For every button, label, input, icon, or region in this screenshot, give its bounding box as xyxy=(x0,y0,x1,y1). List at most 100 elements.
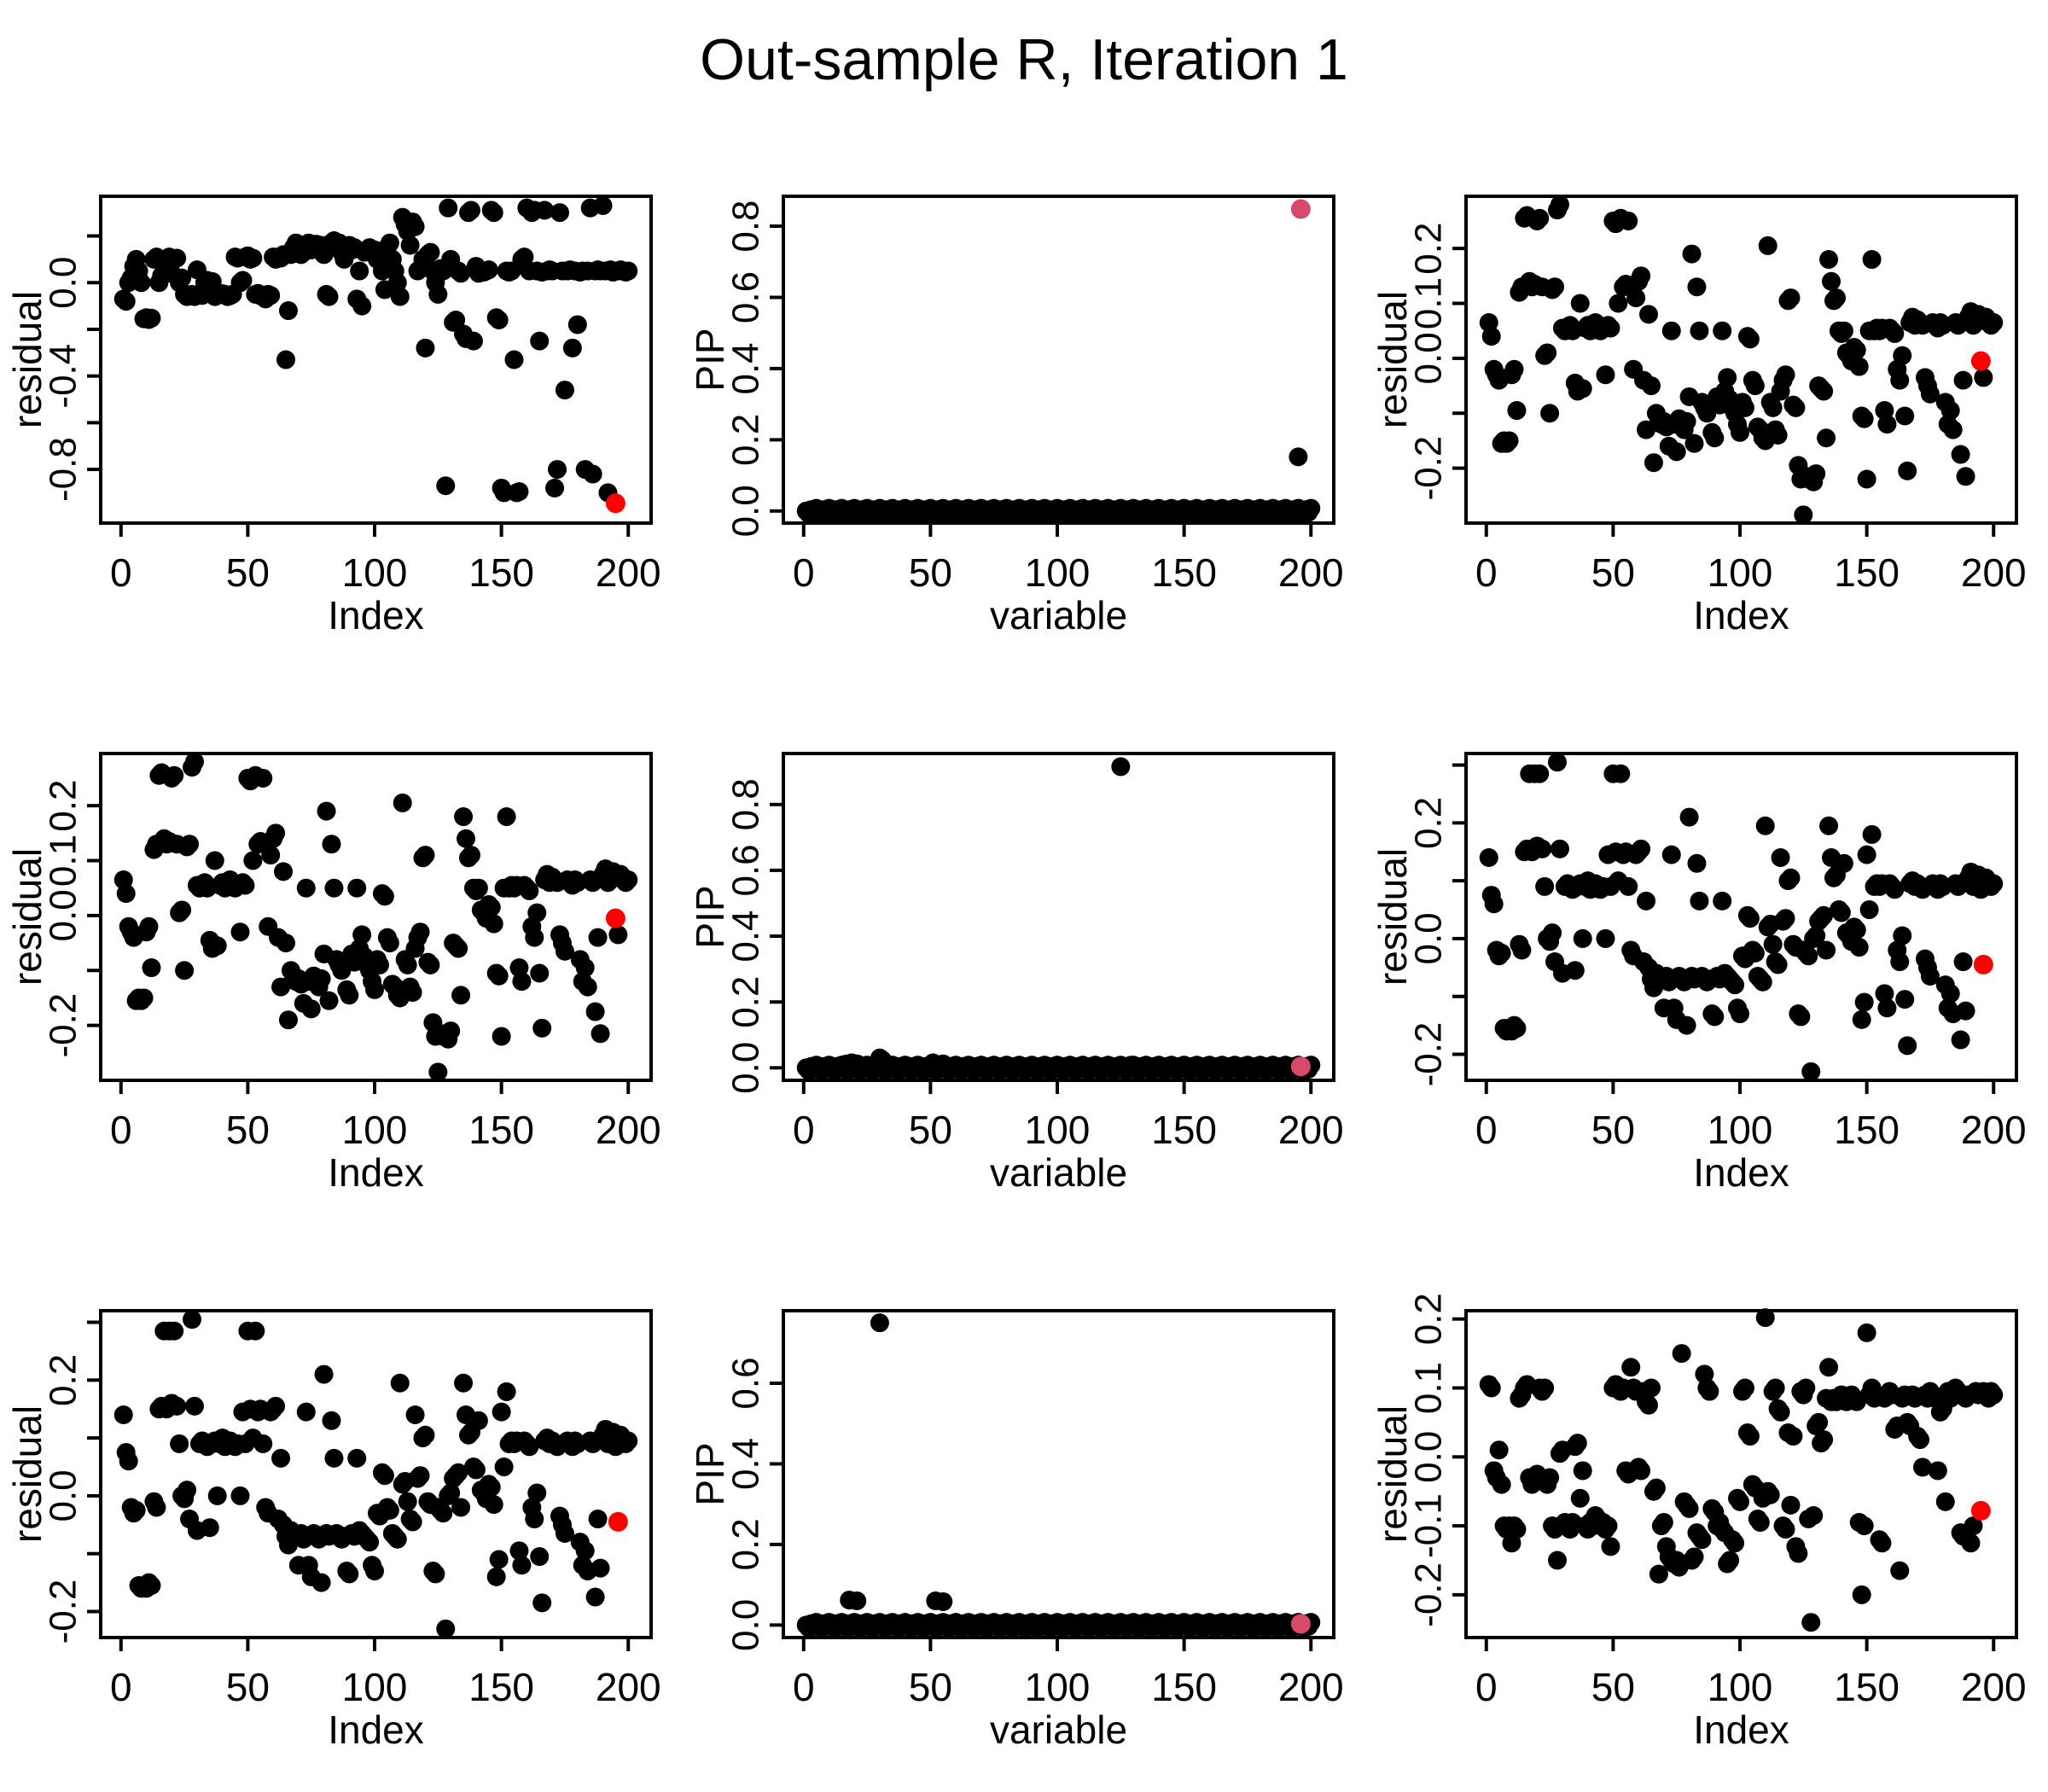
x-tick-label: 150 xyxy=(1834,1665,1900,1709)
y-tick-label: 0.0 xyxy=(1408,332,1450,384)
data-point xyxy=(588,1510,608,1529)
data-point xyxy=(184,752,204,771)
data-point xyxy=(1654,1513,1673,1533)
data-point xyxy=(177,1481,197,1500)
data-point xyxy=(1565,961,1585,980)
data-point xyxy=(527,1483,547,1503)
data-point xyxy=(593,195,613,215)
plot-box xyxy=(782,1309,1335,1639)
y-tick-label: 0.0 xyxy=(725,1599,767,1651)
data-point xyxy=(436,1619,456,1638)
chart-title: Out-sample R, Iteration 1 xyxy=(700,27,1348,92)
points-group xyxy=(113,752,638,1082)
plot-box xyxy=(782,195,1335,525)
scatter-plot-r3c1: 0 50 100 150 200 0.2 0.0 -0.2 residual Index xyxy=(5,1309,661,1752)
x-tick-label: 200 xyxy=(1278,1665,1344,1709)
data-point xyxy=(1690,321,1709,340)
data-point xyxy=(403,1512,422,1532)
data-point xyxy=(527,903,547,922)
data-point xyxy=(167,248,187,268)
data-point xyxy=(1872,1533,1892,1553)
data-point xyxy=(591,1558,610,1578)
data-point xyxy=(494,1457,514,1477)
data-point xyxy=(1661,321,1681,340)
data-point xyxy=(1626,288,1646,308)
x-axis-label: Index xyxy=(1693,593,1789,637)
y-tick-label: 0.2 xyxy=(43,780,84,832)
data-point xyxy=(1847,340,1866,360)
data-point xyxy=(1771,1402,1790,1422)
x-tick-label: 50 xyxy=(226,1665,270,1709)
y-axis-label: residual xyxy=(5,291,49,428)
panel-r1c1: 0 50 100 150 200 0.0 -0.4 -0.8 residual Index xyxy=(0,119,683,677)
data-point xyxy=(449,939,468,958)
data-point xyxy=(200,1518,219,1538)
points-group xyxy=(113,1310,638,1638)
data-point xyxy=(428,1062,448,1082)
data-point xyxy=(301,999,321,1019)
data-point xyxy=(1766,1378,1785,1398)
data-point xyxy=(165,765,184,785)
data-point xyxy=(1619,211,1638,230)
data-point xyxy=(322,1411,341,1430)
data-point xyxy=(1632,839,1651,858)
data-point xyxy=(1849,357,1869,376)
data-point xyxy=(375,1466,394,1486)
data-point xyxy=(497,1382,516,1401)
x-tick-label: 150 xyxy=(1151,550,1217,595)
data-point xyxy=(1507,1520,1527,1539)
data-point xyxy=(489,966,509,986)
data-point xyxy=(1885,880,1905,899)
data-point xyxy=(1817,940,1836,960)
data-point xyxy=(243,248,263,268)
data-point xyxy=(1682,244,1702,264)
data-point xyxy=(314,1364,334,1384)
data-point xyxy=(548,460,567,480)
data-point xyxy=(175,961,195,980)
data-point xyxy=(205,851,224,870)
data-point xyxy=(1507,1018,1527,1038)
data-point xyxy=(509,1541,529,1561)
data-point xyxy=(457,829,476,848)
data-point xyxy=(1301,498,1321,518)
data-point xyxy=(1781,288,1801,308)
data-point xyxy=(1573,928,1592,948)
data-point xyxy=(1677,411,1696,431)
scatter-plot-r2c2: 0 50 100 150 200 0.0 0.2 0.4 0.6 0.8 PIP variable xyxy=(688,752,1344,1195)
data-point xyxy=(1740,1427,1760,1446)
data-point xyxy=(446,310,466,329)
y-tick-label: -0.8 xyxy=(43,437,84,502)
x-tick-label: 100 xyxy=(1025,1665,1091,1709)
data-point xyxy=(1791,1007,1811,1027)
data-point xyxy=(416,846,435,865)
data-point xyxy=(484,914,503,934)
data-point xyxy=(340,1564,359,1584)
data-point xyxy=(1735,398,1754,417)
data-point xyxy=(1849,938,1869,957)
data-point xyxy=(274,862,294,881)
data-point xyxy=(1644,453,1663,473)
data-point xyxy=(183,1310,202,1329)
data-point xyxy=(489,1550,509,1569)
data-point xyxy=(1530,764,1550,783)
data-point xyxy=(296,878,316,898)
data-point xyxy=(1740,909,1760,928)
data-point xyxy=(1641,1378,1661,1398)
data-point xyxy=(1822,271,1841,291)
data-point xyxy=(1596,365,1615,385)
data-point xyxy=(1548,753,1568,772)
x-tick-label: 200 xyxy=(1278,1108,1344,1152)
data-point xyxy=(1632,1461,1651,1481)
data-point xyxy=(1943,420,1963,439)
axes: 0 50 100 150 200 0.2 0.1 0.0 -0.1-0.2 residual Ind… xyxy=(1370,1293,2027,1752)
highlight-point xyxy=(1970,1500,1991,1521)
data-point xyxy=(555,381,574,400)
data-point xyxy=(1799,946,1818,966)
data-point xyxy=(403,983,422,1003)
data-point xyxy=(1776,365,1795,385)
data-point xyxy=(567,315,587,335)
points-group xyxy=(796,1313,1321,1638)
data-point xyxy=(1687,277,1707,297)
data-point xyxy=(1953,370,1973,390)
